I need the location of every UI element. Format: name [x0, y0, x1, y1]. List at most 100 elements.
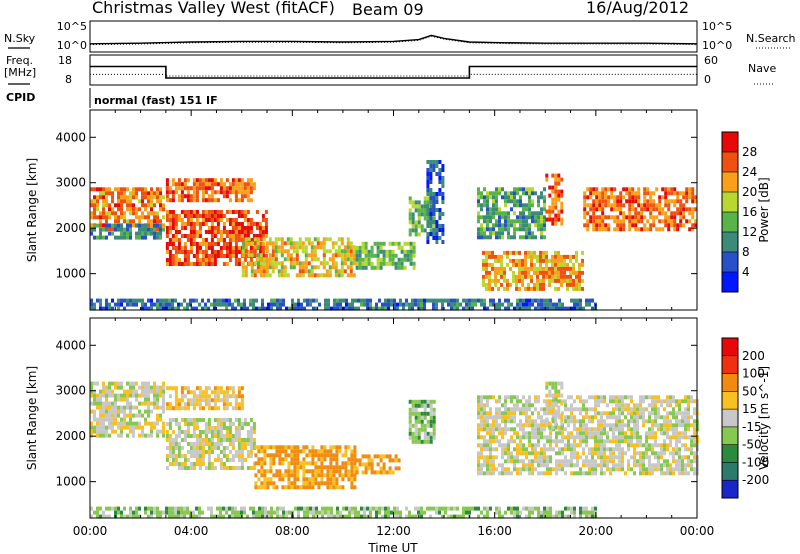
- velocity-cell: [516, 399, 519, 404]
- power-cell: [234, 178, 238, 183]
- power-cell: [165, 234, 169, 238]
- power-cell: [646, 191, 650, 196]
- power-cell: [530, 278, 533, 283]
- power-cell: [99, 191, 102, 196]
- velocity-cell: [639, 471, 642, 476]
- power-cell: [531, 199, 534, 204]
- velocity-cell: [314, 453, 318, 458]
- power-cell: [210, 210, 214, 214]
- power-cell: [379, 249, 383, 254]
- power-cell: [114, 211, 117, 216]
- velocity-cell: [246, 434, 250, 438]
- velocity-cell: [603, 471, 606, 476]
- power-cell: [174, 250, 178, 254]
- power-cell: [210, 250, 214, 254]
- velocity-cell: [375, 506, 378, 511]
- power-cell: [591, 298, 594, 303]
- velocity-cell: [350, 485, 354, 490]
- velocity-cell: [138, 421, 141, 426]
- power-cell: [237, 210, 241, 214]
- power-cell: [93, 215, 96, 220]
- velocity-cell: [387, 506, 390, 511]
- velocity-cell: [621, 407, 624, 412]
- velocity-cell: [690, 451, 693, 456]
- velocity-cell: [560, 417, 564, 422]
- velocity-cell: [231, 510, 234, 515]
- velocity-cell: [243, 418, 247, 422]
- power-cell: [192, 254, 196, 258]
- power-cell: [222, 222, 226, 226]
- power-cell: [649, 195, 653, 200]
- power-cell: [271, 257, 275, 262]
- power-cell: [549, 302, 552, 307]
- velocity-cell: [411, 407, 415, 412]
- velocity-cell: [411, 411, 415, 416]
- velocity-cell: [672, 471, 675, 476]
- power-cell: [165, 246, 169, 250]
- power-cell: [207, 194, 211, 199]
- velocity-cell: [299, 465, 303, 470]
- velocity-cell: [588, 447, 591, 452]
- velocity-cell: [597, 423, 600, 428]
- power-cell: [132, 223, 135, 228]
- power-cell: [234, 190, 238, 195]
- velocity-cell: [99, 506, 102, 511]
- power-cell: [186, 222, 190, 226]
- power-cell: [352, 273, 356, 278]
- velocity-cell: [198, 390, 202, 395]
- power-cell: [204, 182, 208, 187]
- velocity-cell: [201, 394, 205, 399]
- power-cell: [595, 223, 599, 228]
- velocity-cell: [408, 411, 412, 416]
- power-cell: [408, 306, 411, 311]
- power-cell: [682, 215, 686, 220]
- velocity-cell: [528, 407, 531, 412]
- velocity-cell: [513, 463, 516, 468]
- velocity-cell: [281, 449, 285, 454]
- velocity-cell: [519, 435, 522, 440]
- velocity-cell: [579, 435, 582, 440]
- power-cell: [129, 199, 132, 204]
- velocity-cell: [492, 395, 495, 400]
- velocity-cell: [165, 402, 169, 407]
- power-cell: [249, 262, 253, 266]
- power-cell: [111, 231, 114, 236]
- power-cell: [349, 245, 353, 250]
- velocity-cell: [531, 467, 534, 472]
- power-cell: [435, 236, 439, 240]
- power-cell: [261, 214, 265, 218]
- velocity-cell: [534, 435, 537, 440]
- freq-label: Freq.: [6, 54, 33, 67]
- power-cell: [171, 218, 175, 222]
- power-cell: [189, 262, 193, 266]
- power-cell: [244, 245, 248, 250]
- power-cell: [598, 215, 602, 220]
- velocity-cell: [681, 467, 684, 472]
- velocity-cell: [93, 417, 96, 422]
- power-cell: [298, 245, 302, 250]
- power-cell: [222, 186, 226, 191]
- power-cell: [512, 270, 515, 275]
- power-cell: [554, 254, 557, 259]
- power-cell: [554, 286, 557, 291]
- velocity-cell: [531, 427, 534, 432]
- velocity-cell: [180, 394, 184, 399]
- velocity-cell: [555, 443, 558, 448]
- power-cell: [174, 190, 178, 195]
- velocity-cell: [275, 453, 279, 458]
- velocity-cell: [681, 455, 684, 460]
- velocity-cell: [198, 402, 202, 407]
- velocity-cell: [204, 402, 208, 407]
- velocity-cell: [335, 449, 339, 454]
- velocity-cell: [123, 397, 126, 402]
- velocity-cell: [639, 407, 642, 412]
- velocity-cell: [177, 442, 181, 446]
- velocity-cell: [168, 442, 172, 446]
- velocity-cell: [510, 415, 513, 420]
- velocity-cell: [281, 473, 285, 478]
- power-cell: [261, 246, 265, 250]
- velocity-cell: [129, 389, 132, 394]
- power-cell: [501, 195, 504, 200]
- power-cell: [486, 219, 489, 224]
- power-cell: [578, 286, 581, 291]
